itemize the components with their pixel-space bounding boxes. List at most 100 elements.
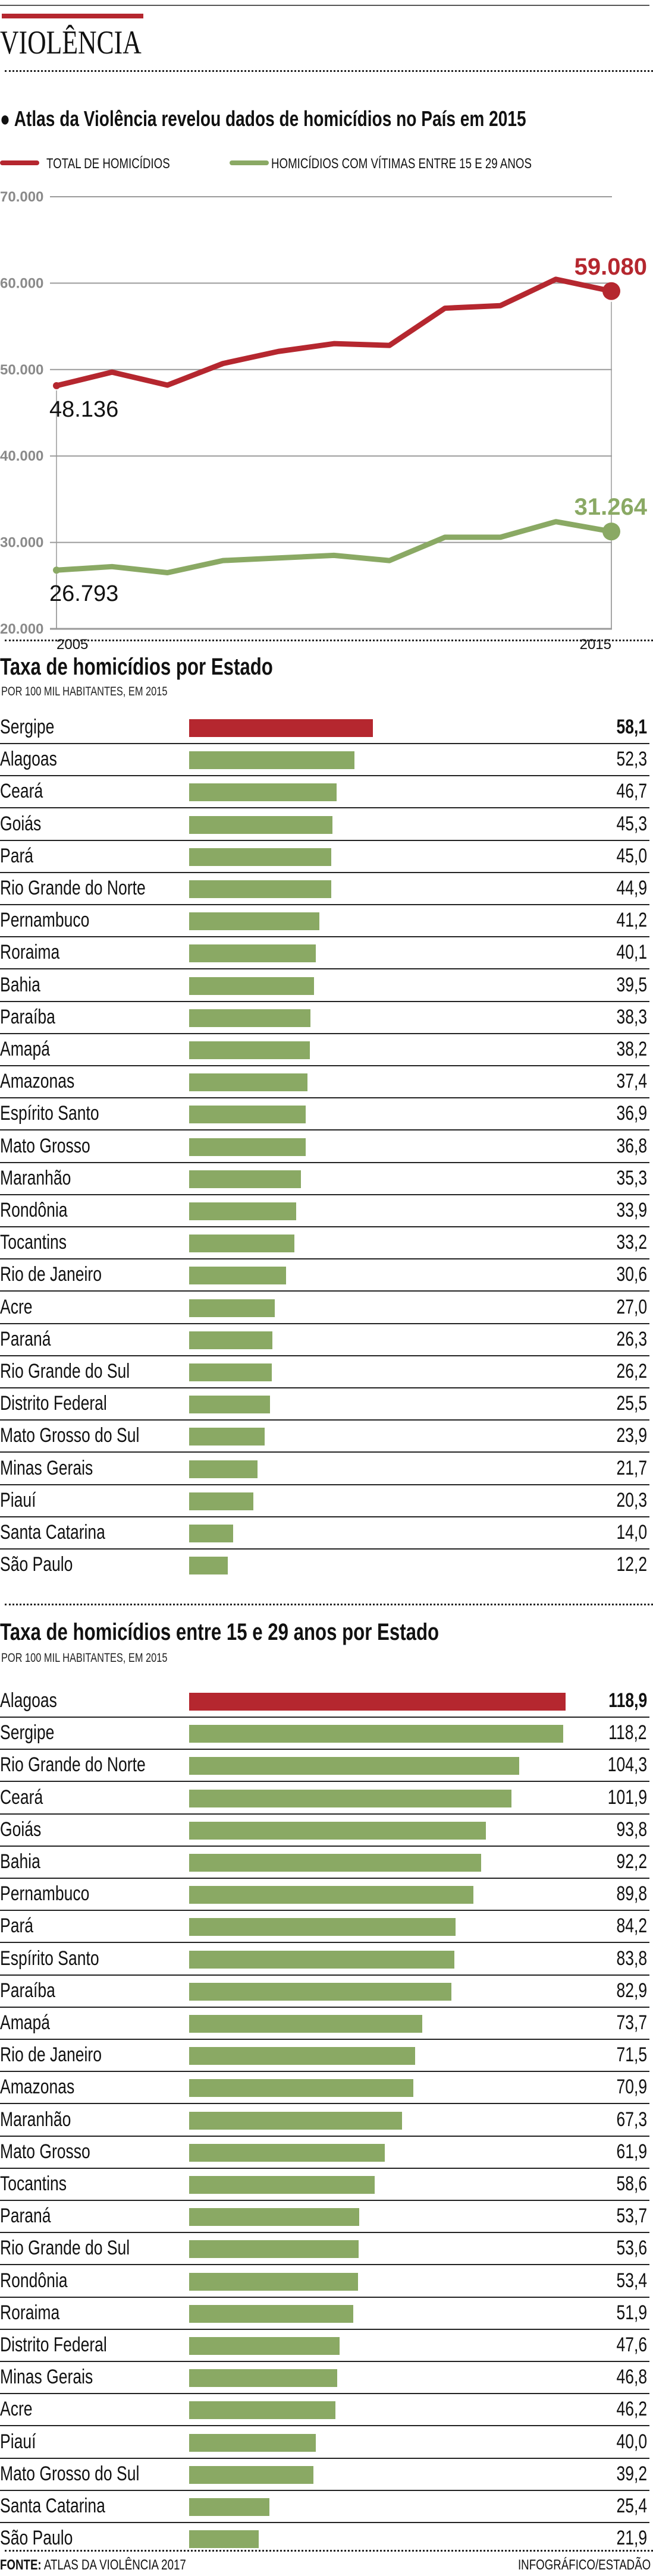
value-label: 45,3 xyxy=(616,812,647,835)
bar-row: Amazonas 70,9 xyxy=(0,2072,649,2105)
bar-row: Rio Grande do Norte 44,9 xyxy=(0,873,649,905)
value-label: 38,3 xyxy=(616,1005,647,1028)
bar-row: Pernambuco 41,2 xyxy=(0,905,649,938)
row-separator xyxy=(0,1290,649,1292)
value-label: 52,3 xyxy=(616,748,647,771)
value-label: 46,7 xyxy=(616,780,647,803)
y-tick-label: 40.000 xyxy=(0,448,43,464)
y-tick-label: 20.000 xyxy=(0,621,43,637)
value-label: 26,3 xyxy=(616,1327,647,1350)
bar-row: Minas Gerais 46,8 xyxy=(0,2362,649,2395)
state-label: Roraima xyxy=(0,2301,60,2324)
state-label: Mato Grosso xyxy=(0,2140,90,2163)
bar-row: Mato Grosso do Sul 39,2 xyxy=(0,2459,649,2491)
y-tick-label: 60.000 xyxy=(0,275,43,291)
end-point xyxy=(602,282,620,300)
bar-row: Ceará 101,9 xyxy=(0,1783,649,1815)
row-separator xyxy=(0,1548,649,1550)
state-label: Rio Grande do Norte xyxy=(0,877,146,899)
row-separator xyxy=(0,2489,649,2491)
value-label: 20,3 xyxy=(616,1488,647,1511)
value-label: 35,3 xyxy=(616,1166,647,1189)
bar xyxy=(189,783,337,802)
bar-row: Maranhão 67,3 xyxy=(0,2105,649,2137)
bar xyxy=(189,1460,258,1478)
row-separator xyxy=(0,1717,649,1718)
legend-label-youth: HOMICÍDIOS COM VÍTIMAS ENTRE 15 E 29 ANO… xyxy=(271,156,532,172)
value-label: 23,9 xyxy=(616,1424,647,1447)
bar xyxy=(189,1492,253,1510)
state-label: Rio Grande do Sul xyxy=(0,1360,130,1383)
state-label: Mato Grosso do Sul xyxy=(0,2462,140,2485)
state-label: Pará xyxy=(0,844,34,867)
value-label: 37,4 xyxy=(616,1070,647,1093)
value-label: 67,3 xyxy=(616,2108,647,2131)
bar-row: Distrito Federal 25,5 xyxy=(0,1388,649,1421)
bar-row: Sergipe 118,2 xyxy=(0,1718,649,1750)
bar-row: Piauí 20,3 xyxy=(0,1485,649,1517)
bar xyxy=(189,2401,335,2420)
row-separator xyxy=(0,1942,649,1944)
y-tick-label: 70.000 xyxy=(0,189,43,205)
state-label: São Paulo xyxy=(0,1553,73,1576)
bar xyxy=(189,1331,272,1349)
state-label: Alagoas xyxy=(0,748,57,771)
bar-row: Bahia 92,2 xyxy=(0,1847,649,1879)
end-value-label: 59.080 xyxy=(574,254,647,280)
value-label: 71,5 xyxy=(616,2043,647,2067)
value-label: 21,9 xyxy=(616,2527,647,2550)
value-label: 93,8 xyxy=(616,1818,647,1841)
state-label: Paraíba xyxy=(0,1005,55,1028)
start-value-label: 26.793 xyxy=(49,581,118,606)
bar xyxy=(189,1073,307,1092)
state-label: Bahia xyxy=(0,1850,40,1873)
end-value-label: 31.264 xyxy=(574,494,648,520)
state-label: Rio Grande do Norte xyxy=(0,1753,146,1777)
state-label: Espírito Santo xyxy=(0,1947,99,1970)
state-label: Amazonas xyxy=(0,2076,75,2099)
value-label: 21,7 xyxy=(616,1456,647,1479)
bar-row: Tocantins 58,6 xyxy=(0,2169,649,2201)
bar-row: Roraima 40,1 xyxy=(0,937,649,970)
bar xyxy=(189,2369,337,2388)
value-label: 53,7 xyxy=(616,2205,647,2228)
bar xyxy=(189,977,315,995)
bar-row: Rio Grande do Norte 104,3 xyxy=(0,1750,649,1783)
state-label: Rio Grande do Sul xyxy=(0,2237,130,2260)
row-separator xyxy=(0,2457,649,2459)
footer-source: FONTE: ATLAS DA VIOLÊNCIA 2017 xyxy=(0,2557,186,2574)
state-label: Goiás xyxy=(0,1818,42,1841)
row-separator xyxy=(0,2006,649,2008)
bar-row: Goiás 45,3 xyxy=(0,809,649,841)
value-label: 118,2 xyxy=(608,1721,647,1744)
value-label: 61,9 xyxy=(616,2140,647,2163)
row-separator xyxy=(0,2232,649,2234)
bar-row: Paraná 53,7 xyxy=(0,2201,649,2234)
row-separator xyxy=(0,1129,649,1131)
bar-row: Sergipe 58,1 xyxy=(0,712,649,744)
row-separator xyxy=(0,1322,649,1324)
bar xyxy=(189,2015,423,2033)
value-label: 53,4 xyxy=(616,2269,647,2292)
value-label: 51,9 xyxy=(616,2301,647,2324)
divider xyxy=(5,640,653,641)
state-label: Bahia xyxy=(0,973,40,996)
bar-row: Mato Grosso do Sul 23,9 xyxy=(0,1421,649,1453)
footer-credit: INFOGRÁFICO/ESTADÃO xyxy=(517,2557,651,2573)
row-separator xyxy=(0,871,649,873)
bar-row: Santa Catarina 14,0 xyxy=(0,1517,649,1550)
state-label: Pernambuco xyxy=(0,909,90,932)
value-label: 70,9 xyxy=(616,2076,647,2099)
row-separator xyxy=(0,1878,649,1879)
row-separator xyxy=(0,1193,649,1195)
value-label: 27,0 xyxy=(616,1295,647,1318)
state-label: Paraíba xyxy=(0,1979,55,2002)
start-point xyxy=(53,382,60,389)
bar-row: Rio Grande do Sul 53,6 xyxy=(0,2233,649,2266)
source-text: ATLAS DA VIOLÊNCIA 2017 xyxy=(43,2557,186,2573)
state-label: Alagoas xyxy=(0,1689,57,1712)
row-separator xyxy=(0,2522,649,2523)
row-separator xyxy=(0,2167,649,2169)
bar xyxy=(189,751,355,770)
state-label: Mato Grosso xyxy=(0,1134,90,1157)
